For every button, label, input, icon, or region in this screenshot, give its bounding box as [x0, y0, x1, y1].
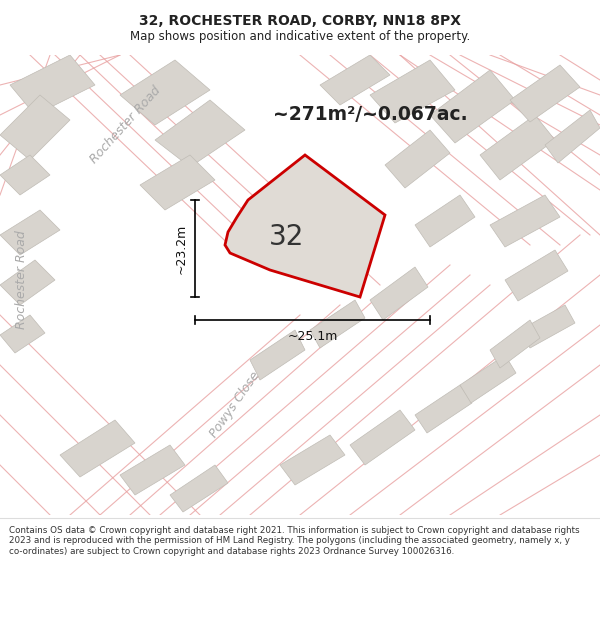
Text: 32: 32	[269, 222, 304, 251]
Polygon shape	[510, 65, 580, 122]
Polygon shape	[350, 410, 415, 465]
Polygon shape	[415, 385, 472, 433]
Polygon shape	[120, 445, 185, 495]
Polygon shape	[60, 420, 135, 477]
Polygon shape	[250, 330, 305, 380]
Text: ~271m²/~0.067ac.: ~271m²/~0.067ac.	[272, 106, 467, 124]
Polygon shape	[0, 155, 50, 195]
Polygon shape	[505, 250, 568, 301]
Text: 32, ROCHESTER ROAD, CORBY, NN18 8PX: 32, ROCHESTER ROAD, CORBY, NN18 8PX	[139, 14, 461, 28]
Text: Rochester Road: Rochester Road	[16, 231, 29, 329]
Polygon shape	[370, 267, 428, 320]
Polygon shape	[415, 195, 475, 247]
Text: Powys Close: Powys Close	[208, 369, 263, 441]
Text: ~25.1m: ~25.1m	[287, 329, 338, 342]
Polygon shape	[545, 110, 600, 163]
Polygon shape	[490, 320, 540, 368]
Polygon shape	[0, 260, 55, 305]
Polygon shape	[225, 155, 385, 297]
Polygon shape	[155, 100, 245, 167]
Polygon shape	[430, 70, 515, 143]
Polygon shape	[320, 55, 390, 105]
Text: Rochester Road: Rochester Road	[87, 84, 163, 166]
Polygon shape	[460, 355, 516, 403]
Polygon shape	[310, 300, 365, 348]
Polygon shape	[140, 155, 215, 210]
Polygon shape	[0, 315, 45, 353]
Polygon shape	[10, 55, 95, 115]
Text: Map shows position and indicative extent of the property.: Map shows position and indicative extent…	[130, 30, 470, 43]
Text: ~23.2m: ~23.2m	[175, 223, 187, 274]
Polygon shape	[0, 210, 60, 255]
Text: Contains OS data © Crown copyright and database right 2021. This information is : Contains OS data © Crown copyright and d…	[9, 526, 580, 556]
Polygon shape	[490, 195, 560, 247]
Polygon shape	[170, 465, 228, 512]
Polygon shape	[370, 60, 455, 123]
Polygon shape	[385, 130, 450, 188]
Polygon shape	[0, 95, 70, 160]
Polygon shape	[280, 435, 345, 485]
Polygon shape	[520, 305, 575, 348]
Polygon shape	[480, 115, 555, 180]
Polygon shape	[120, 60, 210, 125]
